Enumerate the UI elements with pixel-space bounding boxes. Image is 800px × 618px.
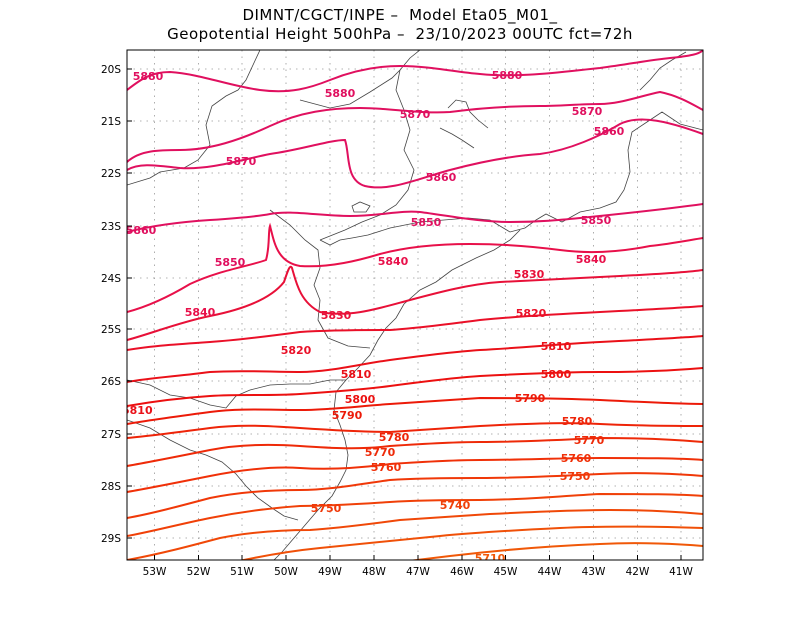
contour-label: 5810 — [122, 404, 153, 417]
plot-background — [127, 50, 703, 560]
contour-label: 5760 — [371, 461, 402, 474]
contour-label: 5870 — [572, 105, 603, 118]
x-tick-label: 53W — [143, 566, 167, 578]
contour-label: 5810 — [341, 368, 372, 381]
y-tick-label: 22S — [101, 168, 121, 180]
contour-label: 5820 — [516, 307, 547, 320]
contour-label: 5750 — [560, 470, 591, 483]
x-tick-label: 47W — [406, 566, 430, 578]
y-tick-label: 29S — [101, 533, 121, 545]
x-tick-label: 46W — [450, 566, 474, 578]
x-tick-label: 52W — [187, 566, 211, 578]
contour-label: 5780 — [379, 431, 410, 444]
title-line-1: DIMNT/CGCT/INPE – Model Eta05_M01_ — [242, 6, 558, 24]
x-tick-label: 50W — [274, 566, 298, 578]
contour-label: 5850 — [215, 256, 246, 269]
contour-label: 5840 — [378, 255, 409, 268]
y-tick-label: 28S — [101, 481, 121, 493]
contour-label: 5760 — [561, 452, 592, 465]
contour-labels: 5880 5880 5880 5870 5870 5870 5860 5860 … — [122, 69, 625, 565]
contour-label: 5790 — [515, 392, 546, 405]
x-tick-label: 44W — [538, 566, 562, 578]
x-tick-label: 48W — [362, 566, 386, 578]
x-tick-label: 51W — [230, 566, 254, 578]
y-tick-label: 20S — [101, 64, 121, 76]
y-tick-label: 23S — [101, 221, 121, 233]
contour-label: 5880 — [492, 69, 523, 82]
contour-label: 5800 — [541, 368, 572, 381]
x-tick-label: 43W — [582, 566, 606, 578]
contour-label: 5830 — [514, 268, 545, 281]
contour-label: 5830 — [321, 309, 352, 322]
contour-label: 5850 — [411, 216, 442, 229]
contour-label: 5810 — [541, 340, 572, 353]
geopotential-contours — [127, 50, 703, 560]
contour-label: 5870 — [400, 108, 431, 121]
plot-frame — [126, 49, 704, 561]
contour-label: 5790 — [332, 409, 363, 422]
y-tick-label: 24S — [101, 273, 121, 285]
contour-label: 5800 — [345, 393, 376, 406]
x-tick-label: 45W — [494, 566, 518, 578]
y-tick-label: 26S — [101, 376, 121, 388]
contour-label: 5740 — [440, 499, 471, 512]
contour-label: 5770 — [365, 446, 396, 459]
contour-label: 5820 — [281, 344, 312, 357]
contour-label: 5860 — [426, 171, 457, 184]
x-tick-label: 41W — [669, 566, 693, 578]
contour-label: 5870 — [226, 155, 257, 168]
contour-label: 5840 — [185, 306, 216, 319]
contour-label: 5770 — [574, 434, 605, 447]
y-tick-label: 21S — [101, 116, 121, 128]
contour-label: 5780 — [562, 415, 593, 428]
contour-label: 5880 — [325, 87, 356, 100]
y-tick-label: 25S — [101, 324, 121, 336]
contour-label: 5850 — [581, 214, 612, 227]
contour-label: 5840 — [576, 253, 607, 266]
axis-ticks — [127, 68, 682, 560]
longitude-labels: 53W 52W 51W 50W 49W 48W 47W 46W 45W 44W … — [143, 566, 694, 578]
map-plot-area: 5880 5880 5880 5870 5870 5870 5860 5860 … — [101, 49, 704, 578]
contour-label: 5710 — [475, 552, 506, 565]
contour-label: 5750 — [311, 502, 342, 515]
y-tick-label: 27S — [101, 429, 121, 441]
contour-label: 5860 — [126, 224, 157, 237]
x-tick-label: 42W — [626, 566, 650, 578]
x-tick-label: 49W — [318, 566, 342, 578]
contour-label: 5860 — [594, 125, 625, 138]
lat-lon-gridlines — [127, 50, 703, 560]
contour-label: 5880 — [133, 70, 164, 83]
title-line-2: Geopotential Height 500hPa – 23/10/2023 … — [167, 25, 633, 43]
latitude-labels: 20S 21S 22S 23S 24S 25S 26S 27S 28S 29S — [101, 64, 121, 545]
